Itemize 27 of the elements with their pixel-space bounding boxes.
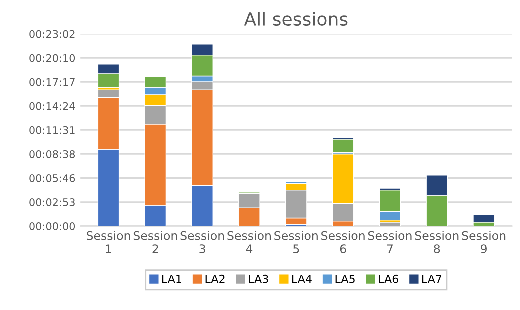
y-tick-label: 00:02:53: [30, 198, 75, 206]
legend-label: LA4: [292, 275, 312, 284]
y-tick-label: 00:05:46: [30, 174, 76, 182]
y-tick-label: 00:00:00: [30, 222, 76, 230]
x-tick-label: Session 4: [228, 231, 272, 254]
y-tick-label: 00:23:02: [30, 30, 75, 38]
legend-label: LA5: [336, 275, 355, 284]
x-tick-label: Session 2: [134, 231, 178, 254]
x-tick-label: Session 6: [322, 231, 365, 254]
y-tick-label: 00:14:24: [30, 102, 76, 110]
y-tick-label: 00:17:17: [30, 78, 75, 86]
legend-label: LA6: [379, 274, 398, 284]
y-tick-label: 00:11:31: [30, 126, 75, 134]
x-tick-label: Session 3: [180, 231, 224, 254]
x-tick-label: Session 7: [368, 231, 412, 254]
x-tick-label: Session 8: [415, 231, 459, 254]
legend-label: LA1: [162, 275, 182, 284]
legend-label: LA2: [206, 274, 225, 284]
y-tick-label: 00:08:38: [30, 150, 76, 158]
chart-title: All sessions: [244, 12, 348, 26]
bar: [473, 214, 495, 223]
x-tick-label: Session 9: [462, 231, 506, 254]
legend-label: LA7: [422, 275, 442, 284]
x-tick-label: Session 1: [87, 231, 130, 254]
y-tick-label: 00:20:10: [30, 54, 76, 62]
x-tick-label: Session 5: [274, 231, 318, 254]
legend-label: LA3: [249, 274, 268, 284]
